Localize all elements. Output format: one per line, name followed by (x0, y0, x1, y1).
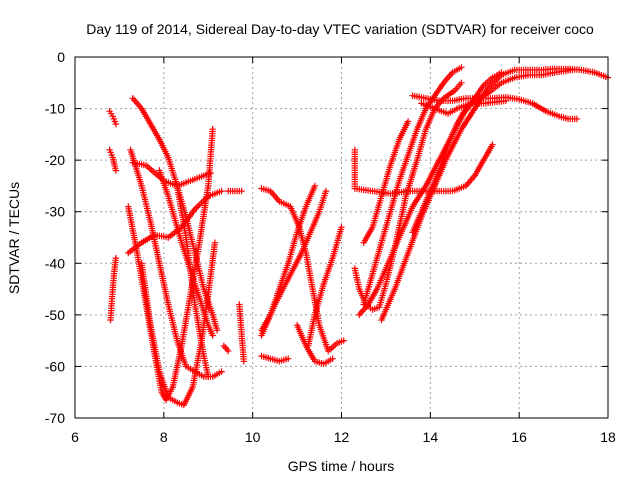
x-tick-label: 16 (511, 429, 527, 445)
plus-markers (107, 254, 120, 324)
plus-markers (351, 141, 496, 197)
x-axis-label: GPS time / hours (288, 458, 395, 474)
plus-markers (125, 187, 225, 257)
data-series-29 (418, 97, 509, 117)
plot-marks (106, 64, 612, 409)
data-series-15 (258, 185, 347, 355)
data-series-3 (107, 254, 120, 324)
data-series-18 (258, 187, 330, 339)
y-tick-label: -30 (45, 204, 65, 220)
y-tick-label: -10 (45, 101, 65, 117)
axis-ticks: 6 8 10 12 14 16 18 0 -10 -20 -30 -40 -50 -60 -70 (45, 49, 616, 445)
chart-title: Day 119 of 2014, Sidereal Day-to-day VTE… (86, 21, 594, 37)
plus-markers (409, 92, 581, 123)
x-tick-label: 10 (245, 429, 261, 445)
x-tick-label: 12 (334, 429, 350, 445)
plus-markers (174, 182, 212, 380)
x-tick-label: 18 (600, 429, 616, 445)
data-series-9 (138, 239, 219, 409)
plus-markers (225, 187, 245, 195)
data-series-19 (293, 322, 336, 367)
y-tick-label: -70 (45, 410, 65, 426)
data-series-12 (225, 187, 245, 195)
data-series-4 (125, 187, 225, 257)
data-series-26 (409, 66, 576, 236)
y-tick-label: -40 (45, 255, 65, 271)
plus-markers (305, 224, 345, 349)
y-tick-label: 0 (57, 49, 65, 65)
data-series-2 (106, 146, 120, 174)
data-series-14 (220, 342, 232, 355)
y-tick-label: -20 (45, 152, 65, 168)
plus-markers (409, 66, 576, 236)
x-tick-label: 14 (423, 429, 439, 445)
y-tick-label: -50 (45, 307, 65, 323)
data-series-16 (258, 352, 292, 365)
data-series-28 (409, 92, 581, 123)
grid-lines (75, 57, 608, 418)
data-series-20 (305, 224, 345, 349)
plus-markers (220, 342, 232, 355)
data-series-11 (174, 182, 212, 380)
y-tick-label: -60 (45, 358, 65, 374)
x-tick-label: 6 (71, 429, 79, 445)
plus-markers (258, 352, 292, 365)
plot-frame (74, 56, 609, 419)
plus-markers (138, 239, 219, 409)
data-series-27 (351, 141, 496, 197)
data-series-1 (106, 108, 120, 128)
plus-markers (106, 108, 120, 128)
plus-markers (258, 185, 347, 355)
y-axis-label: SDTVAR / TECUs (6, 182, 22, 294)
plus-markers (258, 187, 330, 339)
data-series-13 (236, 301, 247, 365)
plus-markers (106, 146, 120, 174)
plus-markers (236, 301, 247, 365)
plus-markers (418, 97, 509, 117)
plus-markers (293, 322, 336, 367)
x-tick-label: 8 (160, 429, 168, 445)
